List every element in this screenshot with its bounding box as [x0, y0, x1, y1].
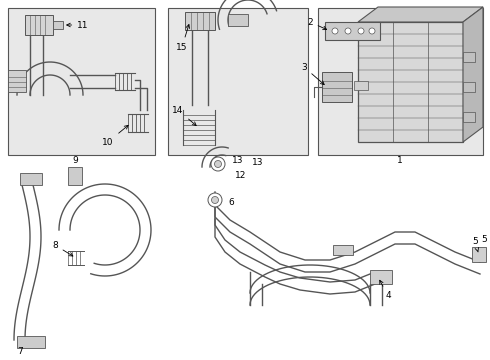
Text: 8: 8 — [52, 240, 73, 256]
Bar — [472, 247, 486, 262]
Bar — [318, 8, 483, 155]
Circle shape — [215, 161, 221, 167]
Bar — [25, 15, 53, 35]
Text: 5: 5 — [472, 238, 479, 252]
Circle shape — [211, 157, 225, 171]
Bar — [333, 245, 353, 255]
Bar — [68, 167, 82, 185]
Bar — [228, 14, 248, 26]
Circle shape — [345, 28, 351, 34]
Bar — [463, 82, 475, 92]
Text: 6: 6 — [228, 198, 234, 207]
Bar — [168, 8, 308, 155]
Circle shape — [212, 197, 219, 203]
Text: 2: 2 — [307, 18, 327, 30]
Bar — [322, 72, 352, 102]
Bar — [53, 21, 63, 29]
Text: 7: 7 — [17, 347, 23, 356]
Text: 10: 10 — [102, 125, 128, 147]
Bar — [20, 173, 42, 185]
Polygon shape — [463, 7, 483, 142]
Bar — [354, 81, 368, 90]
Text: 13: 13 — [252, 158, 264, 166]
Bar — [8, 70, 26, 92]
Text: 11: 11 — [67, 21, 89, 30]
Text: 4: 4 — [380, 280, 391, 301]
Bar — [185, 12, 215, 30]
Polygon shape — [358, 7, 483, 22]
Bar — [8, 8, 155, 155]
Circle shape — [369, 28, 375, 34]
Bar — [370, 270, 392, 284]
Bar — [325, 22, 380, 40]
Bar — [463, 52, 475, 62]
Text: 14: 14 — [172, 105, 196, 126]
Circle shape — [332, 28, 338, 34]
Bar — [358, 22, 463, 142]
Text: 9: 9 — [72, 156, 78, 165]
Text: 13: 13 — [232, 156, 244, 165]
Text: 5: 5 — [481, 235, 487, 244]
Circle shape — [208, 193, 222, 207]
Circle shape — [358, 28, 364, 34]
Bar — [17, 336, 45, 348]
Bar — [463, 112, 475, 122]
Text: 1: 1 — [397, 156, 403, 165]
Text: 15: 15 — [176, 24, 190, 51]
Text: 12: 12 — [235, 171, 246, 180]
Text: 3: 3 — [301, 63, 324, 85]
